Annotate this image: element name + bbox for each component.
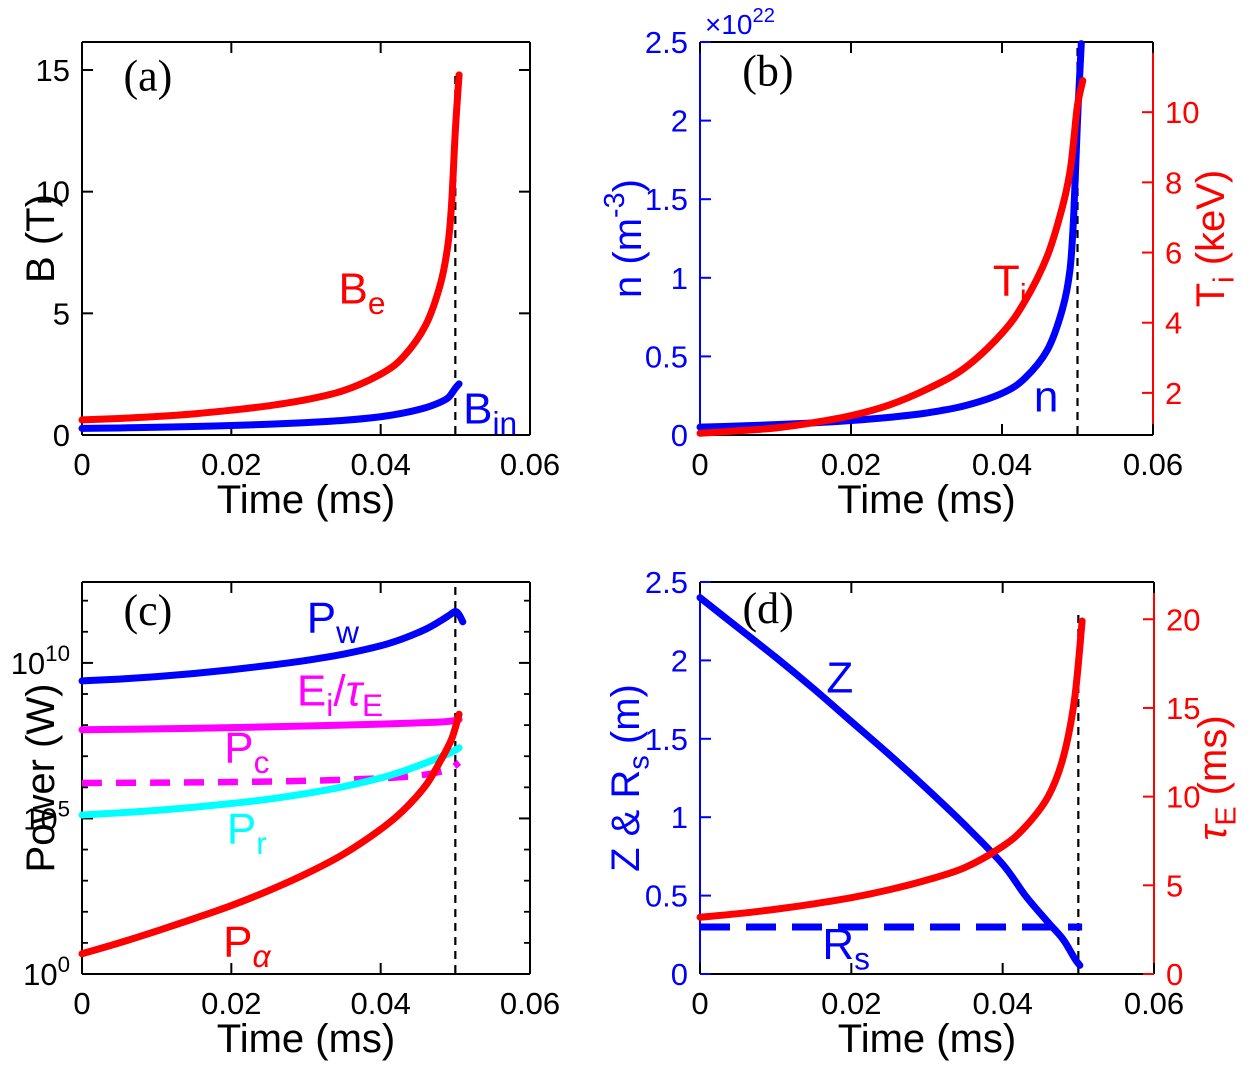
- y-tick-label-left-a: 0: [53, 418, 70, 453]
- x-tick-label-b: 0.04: [972, 447, 1032, 482]
- x-axis-title-a: Time (ms): [217, 478, 395, 522]
- y-axis-title-right-d: τE (ms): [1191, 715, 1243, 840]
- label-n: n: [1034, 372, 1058, 421]
- x-tick-label-a: 0.06: [500, 447, 560, 482]
- y-tick-label-left-a: 5: [53, 296, 70, 331]
- curve-Palpha: [78, 710, 463, 958]
- label-Pr: Pr: [227, 805, 267, 862]
- label-Rs: Rs: [822, 920, 870, 977]
- curve-Pw: [78, 608, 467, 685]
- y-tick-label-left-d: 0: [671, 957, 688, 992]
- panel-letter-c: (c): [123, 586, 172, 635]
- x-axis-title-c: Time (ms): [217, 1017, 395, 1061]
- y-tick-label-left-b: 0: [671, 418, 688, 453]
- x-tick-label-d: 0.04: [972, 986, 1032, 1021]
- label-Z: Z: [826, 653, 853, 702]
- label-Ti: Ti: [993, 257, 1027, 314]
- label-Palpha: Pα: [223, 917, 271, 974]
- y-tick-label-left-b: 1: [671, 261, 688, 296]
- y-tick-label-left-b: 1.5: [645, 182, 688, 217]
- x-tick-label-c: 0: [73, 986, 90, 1021]
- panel-letter-a: (a): [123, 51, 172, 100]
- curve-Ti: [696, 77, 1087, 437]
- axis-offset-label-b: ×1022: [705, 5, 775, 40]
- y-tick-label-right-b: 8: [1165, 165, 1182, 200]
- x-tick-label-a: 0.04: [350, 447, 410, 482]
- y-axis-title-left-b: n (m-3): [599, 179, 650, 298]
- x-tick-label-a: 0: [73, 447, 90, 482]
- x-tick-label-c: 0.04: [350, 986, 410, 1021]
- y-axis-title-right-b: Ti (keV): [1189, 170, 1241, 308]
- curve-tauE: [696, 617, 1086, 921]
- curve-Ei-tauE: [78, 716, 463, 734]
- y-tick-label-left-d: 0.5: [645, 879, 688, 914]
- y-tick-label-left-c: 100: [23, 952, 70, 992]
- y-tick-label-right-b: 2: [1165, 376, 1182, 411]
- y-tick-label-left-c: 105: [23, 796, 70, 836]
- y-tick-label-left-b: 0.5: [645, 339, 688, 374]
- y-tick-label-left-d: 1.5: [645, 722, 688, 757]
- curve-Bin: [78, 380, 463, 432]
- x-tick-label-b: 0.06: [1123, 447, 1183, 482]
- label-Pw: Pw: [307, 593, 359, 650]
- curve-Be: [78, 71, 463, 424]
- y-tick-label-left-d: 2: [671, 643, 688, 678]
- y-tick-label-left-d: 1: [671, 800, 688, 835]
- y-tick-label-left-a: 10: [36, 175, 70, 210]
- y-tick-label-right-b: 6: [1165, 236, 1182, 271]
- panel-letter-d: (d): [742, 584, 793, 633]
- y-tick-label-left-c: 1010: [11, 641, 70, 681]
- y-tick-label-right-d: 15: [1166, 691, 1200, 726]
- label-Ei-tauE: Ei/τE: [297, 667, 383, 724]
- x-tick-label-c: 0.02: [201, 986, 261, 1021]
- y-tick-label-right-b: 10: [1165, 95, 1199, 130]
- y-axis-title-left-c: Power (W): [19, 684, 63, 873]
- y-tick-label-left-b: 2: [671, 104, 688, 139]
- y-axis-title-left-a: B (T): [19, 194, 63, 283]
- y-tick-label-right-b: 4: [1165, 306, 1182, 341]
- y-axis-title-left-d: Z & Rs (m): [604, 684, 656, 872]
- panel-letter-b: (b): [742, 46, 793, 95]
- y-tick-label-right-d: 10: [1166, 780, 1200, 815]
- y-tick-label-left-d: 2.5: [645, 565, 688, 600]
- panel-d: 0 0.02 0.04 0.06 Time (ms) 0 0.5 1 1.5 2 2.5 Z & Rs…: [604, 565, 1243, 1061]
- panel-a: 0 0.02 0.04 0.06 Time (ms) 0 5 10 15 B (T) Be Bin (a…: [19, 41, 560, 522]
- y-tick-label-right-d: 5: [1166, 868, 1183, 903]
- curve-n: [696, 40, 1085, 431]
- y-tick-label-left-b: 2.5: [645, 25, 688, 60]
- x-tick-label-d: 0.02: [821, 986, 881, 1021]
- x-tick-label-d: 0: [691, 986, 708, 1021]
- x-axis-title-d: Time (ms): [838, 1017, 1016, 1061]
- y-tick-label-left-a: 15: [36, 53, 70, 88]
- x-axis-title-b: Time (ms): [837, 478, 1015, 522]
- x-tick-label-b: 0.02: [821, 447, 881, 482]
- x-tick-label-a: 0.02: [201, 447, 261, 482]
- label-Be: Be: [339, 264, 386, 321]
- x-tick-label-b: 0: [691, 447, 708, 482]
- x-tick-label-c: 0.06: [500, 986, 560, 1021]
- label-Pc: Pc: [224, 723, 269, 780]
- label-Bin: Bin: [463, 384, 517, 441]
- curve-Pc: [81, 759, 462, 787]
- y-tick-label-right-d: 0: [1166, 957, 1183, 992]
- panel-b: 0 0.02 0.04 0.06 Time (ms) 0 0.5 1 1.5 2 2.5 n (m-3…: [599, 5, 1240, 522]
- x-tick-label-d: 0.06: [1124, 986, 1184, 1021]
- y-tick-label-right-d: 20: [1166, 602, 1200, 637]
- curve-Z: [696, 594, 1084, 969]
